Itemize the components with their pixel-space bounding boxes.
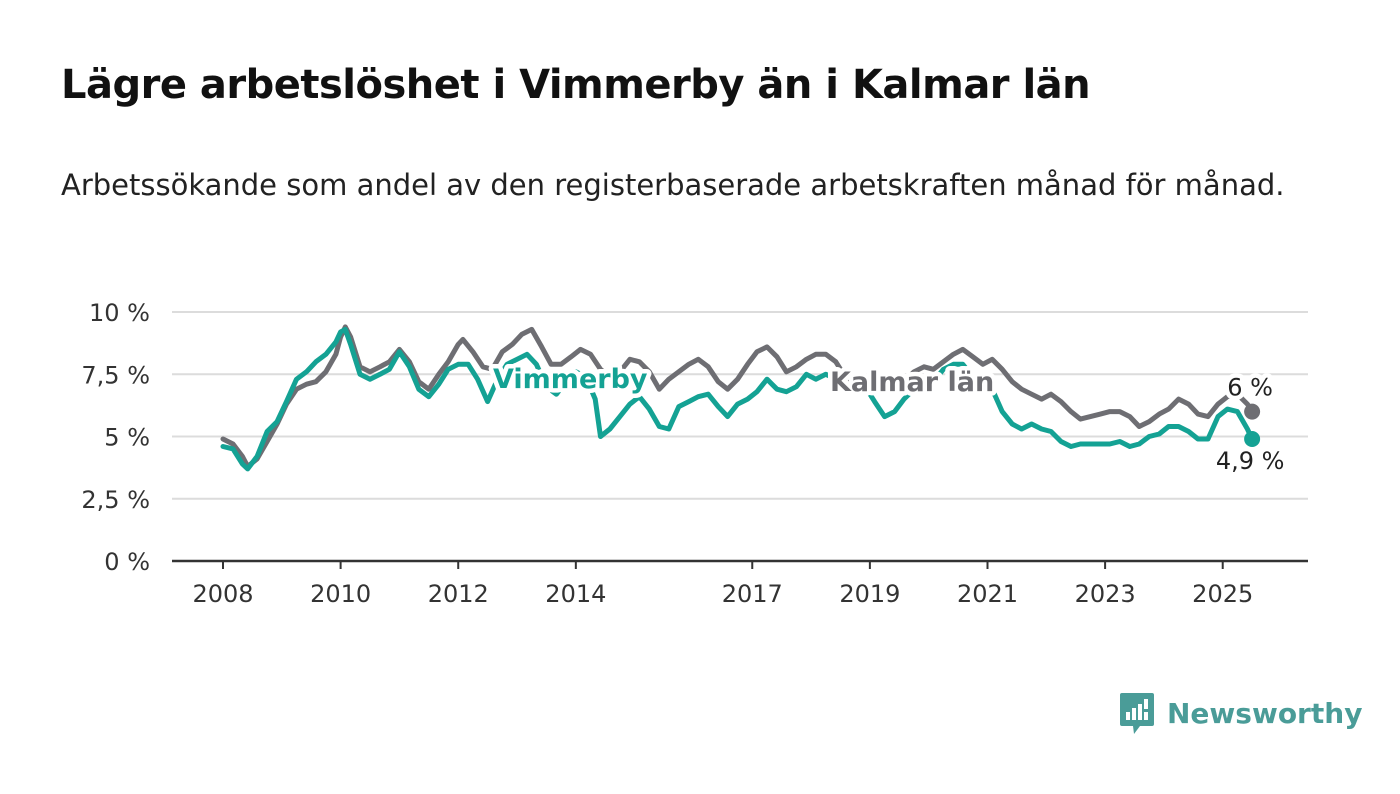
x-tick-label: 2010	[310, 580, 371, 608]
x-tick-label: 2025	[1192, 580, 1253, 608]
brand-name: Newsworthy	[1167, 696, 1363, 730]
end-label-kalmar-lan: 6 %	[1227, 374, 1273, 402]
x-tick-label: 2017	[722, 580, 783, 608]
chart-subtitle: Arbetssökande som andel av den registerb…	[61, 168, 1285, 202]
x-tick-label: 2008	[192, 580, 253, 608]
x-tick-label: 2023	[1075, 580, 1136, 608]
end-label-vimmerby-halo: 4,9 %	[1216, 447, 1285, 475]
series-line-kalmar-län	[220, 324, 1255, 469]
end-label-vimmerby: 4,9 %	[1216, 447, 1285, 475]
end-point-kalmar-län	[1244, 403, 1261, 420]
x-tick-label: 2019	[839, 580, 900, 608]
series-label-vimmerby: Vimmerby	[493, 364, 648, 395]
y-tick-label: 2,5 %	[81, 486, 150, 514]
brand-logo: Newsworthy	[1119, 690, 1362, 736]
newsworthy-logo-icon	[1119, 691, 1155, 735]
series-lines	[220, 324, 1261, 472]
y-tick-label: 10 %	[89, 299, 150, 327]
end-point-vimmerby	[1244, 430, 1261, 447]
series-label-kalmar-lan: Kalmar län	[830, 367, 994, 398]
y-tick-label: 5 %	[104, 424, 150, 452]
x-tick-label: 2012	[428, 580, 489, 608]
x-tick-label: 2021	[957, 580, 1018, 608]
y-tick-label: 0 %	[104, 548, 150, 576]
chart-title: Lägre arbetslöshet i Vimmerby än i Kalma…	[61, 62, 1091, 108]
series-label-vimmerby-halo: Vimmerby	[493, 364, 648, 395]
x-tick-label: 2014	[545, 580, 606, 608]
axes: 0 % 2,5 % 5 % 7,5 % 10 % 2008 2010 2012 2014 2017…	[81, 299, 1308, 608]
series-line-vimmerby	[220, 326, 1255, 472]
series-label-kalmar-lan-halo: Kalmar län	[830, 367, 994, 398]
end-label-kalmar-lan-halo: 6 %	[1227, 374, 1273, 402]
y-tick-label: 7,5 %	[81, 361, 150, 389]
